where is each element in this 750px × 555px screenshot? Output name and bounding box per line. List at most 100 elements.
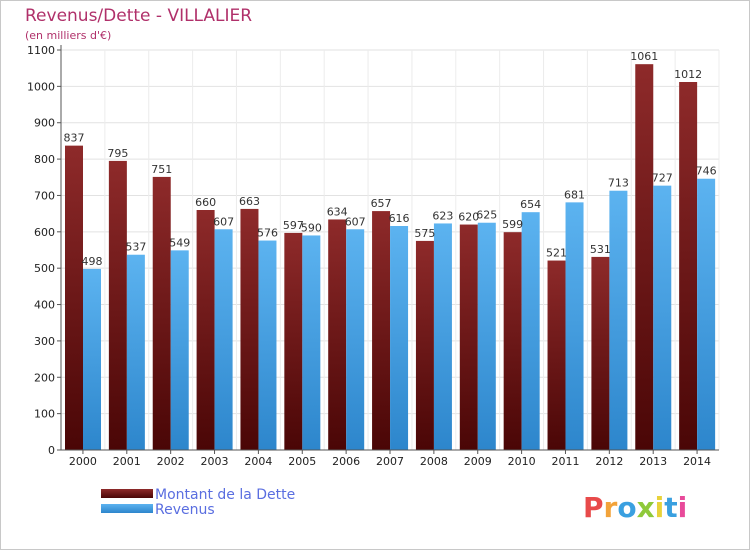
x-tick-label-2001: 2001: [113, 455, 141, 468]
bar-debt-2011: [547, 260, 566, 450]
data-labels-layer: 8374987955377515496606076635765975906346…: [64, 50, 717, 268]
data-label-revenue-2009: 625: [476, 209, 497, 222]
x-tick-label-2007: 2007: [376, 455, 404, 468]
bars-layer: [65, 64, 716, 451]
y-tick-label-400: 400: [34, 299, 55, 312]
bar-revenue-2011: [565, 202, 584, 450]
data-label-debt-2011: 521: [546, 247, 567, 260]
bar-debt-2000: [65, 145, 83, 451]
bar-revenue-2008: [433, 223, 452, 450]
bar-debt-2007: [372, 211, 391, 450]
x-tick-label-2004: 2004: [244, 455, 272, 468]
x-tick-label-2010: 2010: [508, 455, 536, 468]
bar-revenue-2003: [214, 229, 233, 450]
axis-layer: 0 100 200 300 400 500 600 700 800 900 1000 1100 2000…: [27, 44, 719, 468]
bar-debt-2006: [328, 219, 347, 450]
y-tick-label-0: 0: [48, 444, 55, 457]
bar-debt-2002: [152, 176, 171, 450]
data-label-debt-2002: 751: [151, 163, 172, 176]
x-tick-label-2011: 2011: [551, 455, 579, 468]
x-tick-label-2008: 2008: [420, 455, 448, 468]
x-tick-label-2006: 2006: [332, 455, 360, 468]
bar-debt-2014: [679, 82, 698, 450]
bar-debt-2008: [415, 240, 434, 450]
legend-item-revenue: Revenus: [101, 502, 215, 518]
data-label-debt-2014: 1012: [674, 68, 702, 81]
data-label-revenue-2008: 623: [432, 209, 453, 222]
data-label-debt-2012: 531: [590, 243, 611, 256]
bar-revenue-2014: [697, 178, 716, 450]
legend-item-debt: Montant de la Dette: [101, 487, 295, 503]
x-tick-label-2002: 2002: [157, 455, 185, 468]
data-label-revenue-2004: 576: [257, 227, 278, 240]
y-tick-label-900: 900: [34, 117, 55, 130]
data-label-debt-2008: 575: [414, 227, 435, 240]
x-tick-label-2009: 2009: [464, 455, 492, 468]
bar-debt-2004: [240, 208, 259, 450]
y-tick-label-300: 300: [34, 335, 55, 348]
x-tick-label-2014: 2014: [683, 455, 711, 468]
legend-label-revenue: Revenus: [155, 502, 215, 518]
data-label-revenue-2006: 607: [345, 215, 366, 228]
data-label-debt-2013: 1061: [630, 50, 658, 63]
data-label-revenue-2014: 746: [696, 165, 717, 178]
bar-revenue-2013: [653, 185, 672, 451]
y-tick-label-800: 800: [34, 153, 55, 166]
data-label-revenue-2002: 549: [169, 236, 190, 249]
x-tick-label-2000: 2000: [69, 455, 97, 468]
bar-revenue-2001: [126, 254, 145, 450]
data-label-debt-2000: 837: [64, 132, 85, 145]
proxiti-logo: Proxiti: [583, 491, 687, 524]
data-label-revenue-2003: 607: [213, 215, 234, 228]
bar-revenue-2007: [390, 226, 409, 450]
bar-debt-2009: [459, 224, 478, 450]
y-tick-label-100: 100: [34, 408, 55, 421]
y-tick-label-200: 200: [34, 371, 55, 384]
data-label-revenue-2000: 498: [82, 255, 103, 268]
bar-revenue-2012: [609, 190, 628, 450]
data-label-debt-2009: 620: [458, 211, 479, 224]
y-tick-label-700: 700: [34, 189, 55, 202]
chart-title: Revenus/Dette - VILLALIER: [25, 6, 252, 26]
bar-revenue-2002: [170, 250, 189, 450]
bar-debt-2013: [635, 64, 654, 450]
x-tick-label-2005: 2005: [288, 455, 316, 468]
legend-swatch-debt: [101, 489, 153, 498]
bar-debt-2003: [196, 210, 215, 450]
bar-debt-2001: [108, 160, 127, 450]
bar-revenue-2004: [258, 240, 277, 450]
data-label-debt-2003: 660: [195, 196, 216, 209]
bar-revenue-2010: [521, 212, 540, 450]
data-label-revenue-2010: 654: [520, 198, 541, 211]
bar-debt-2012: [591, 256, 610, 450]
data-label-debt-2010: 599: [502, 218, 523, 231]
chart-subtitle: (en milliers d'€): [25, 29, 111, 42]
y-tick-label-600: 600: [34, 226, 55, 239]
x-tick-label-2003: 2003: [201, 455, 229, 468]
y-tick-label-1100: 1100: [27, 44, 55, 57]
data-label-debt-2004: 663: [239, 195, 260, 208]
data-label-revenue-2012: 713: [608, 177, 629, 190]
bar-debt-2005: [284, 232, 303, 450]
x-tick-label-2012: 2012: [595, 455, 623, 468]
data-label-debt-2001: 795: [107, 147, 128, 160]
data-label-revenue-2007: 616: [389, 212, 410, 225]
x-tick-label-2013: 2013: [639, 455, 667, 468]
data-label-revenue-2013: 727: [652, 172, 673, 185]
data-label-debt-2005: 597: [283, 219, 304, 232]
legend: Montant de la Dette Revenus: [101, 487, 295, 518]
data-label-debt-2007: 657: [371, 197, 392, 210]
logo-text: Proxiti: [583, 491, 687, 524]
data-label-revenue-2001: 537: [125, 241, 146, 254]
y-tick-label-1000: 1000: [27, 80, 55, 93]
bar-revenue-2000: [83, 268, 101, 450]
data-label-debt-2006: 634: [327, 205, 348, 218]
y-tick-label-500: 500: [34, 262, 55, 275]
bar-revenue-2006: [346, 229, 365, 450]
bar-debt-2010: [503, 232, 522, 450]
legend-swatch-revenue: [101, 504, 153, 513]
bar-revenue-2009: [477, 222, 496, 450]
legend-label-debt: Montant de la Dette: [155, 487, 295, 503]
